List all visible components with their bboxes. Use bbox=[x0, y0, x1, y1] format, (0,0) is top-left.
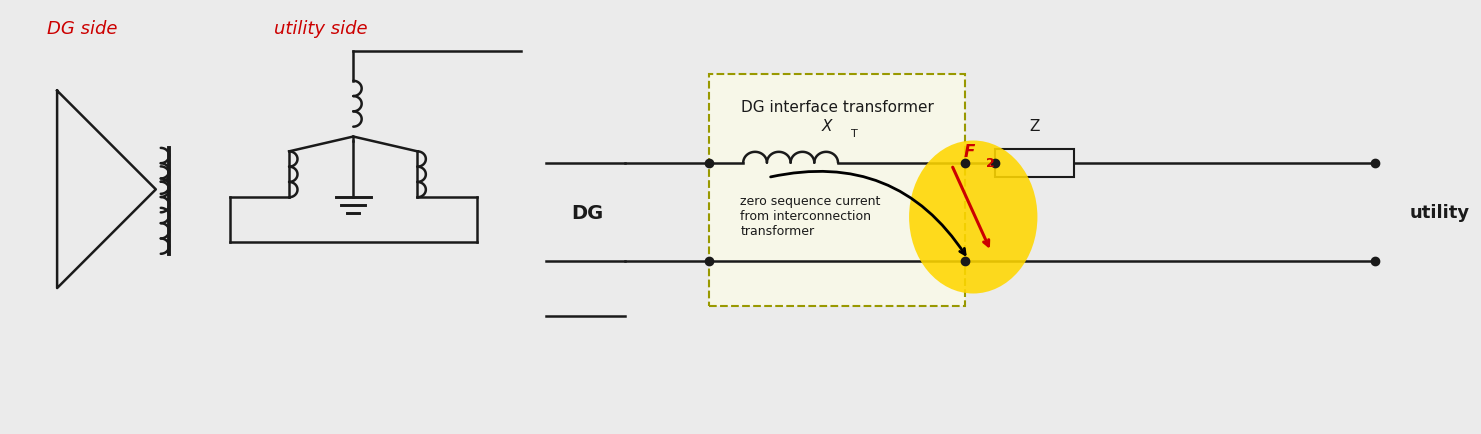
Text: F: F bbox=[963, 142, 974, 161]
Text: utility: utility bbox=[1410, 204, 1469, 221]
Text: utility side: utility side bbox=[274, 20, 367, 37]
Bar bbox=[995, 150, 1074, 177]
Text: DG interface transformer: DG interface transformer bbox=[740, 99, 933, 114]
Text: T: T bbox=[852, 129, 857, 139]
Text: DG: DG bbox=[572, 203, 603, 222]
Text: DG side: DG side bbox=[47, 20, 117, 37]
Text: zero sequence current
from interconnection
transformer: zero sequence current from interconnecti… bbox=[740, 195, 881, 238]
Text: 2: 2 bbox=[986, 156, 995, 169]
Ellipse shape bbox=[909, 141, 1037, 294]
Text: X: X bbox=[822, 118, 832, 133]
Bar bbox=[709, 75, 966, 306]
Text: Z: Z bbox=[1029, 118, 1040, 133]
